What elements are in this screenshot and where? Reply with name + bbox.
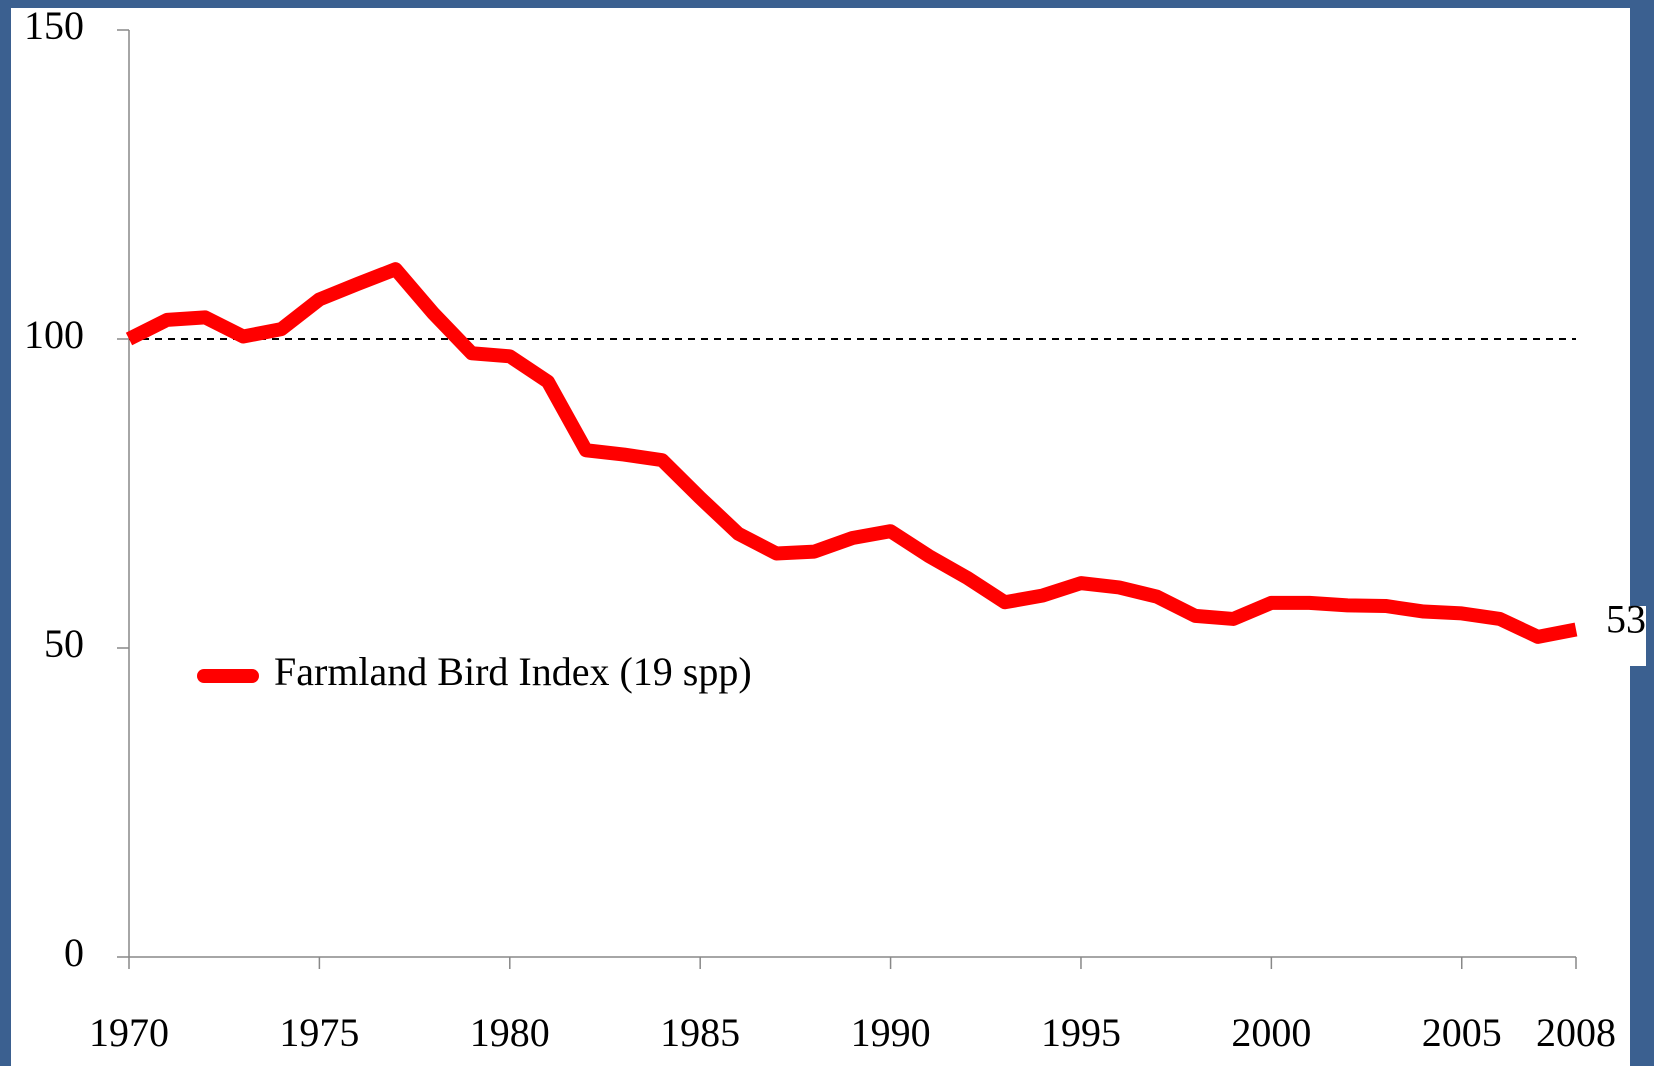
plot-background [11,8,1630,1066]
y-tick-label: 0 [64,930,84,975]
x-tick-label: 1980 [470,1010,550,1055]
x-tick-label: 1990 [851,1010,931,1055]
legend-label: Farmland Bird Index (19 spp) [274,649,752,694]
x-tick-label: 1970 [89,1010,169,1055]
series-line [125,262,1578,644]
x-tick-label: 1975 [279,1010,359,1055]
y-tick-label: 50 [44,621,84,666]
y-tick-label: 150 [24,3,84,48]
x-tick-label: 1995 [1041,1010,1121,1055]
x-tick-label: 1985 [660,1010,740,1055]
x-tick-label: 2000 [1231,1010,1311,1055]
x-tick-label: 2005 [1422,1010,1502,1055]
y-tick-label: 100 [24,312,84,357]
x-tick-label: 2008 [1536,1010,1616,1055]
end-value-label: 53 [1606,597,1646,642]
end-label-background [1595,606,1646,666]
